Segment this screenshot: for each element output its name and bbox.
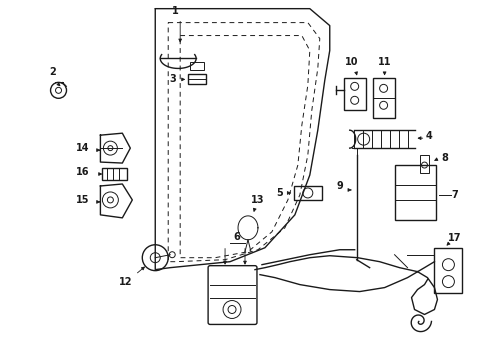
- Bar: [419, 155, 428, 173]
- Text: 4: 4: [425, 131, 432, 141]
- Text: 11: 11: [377, 58, 390, 67]
- Text: 8: 8: [440, 153, 447, 163]
- Bar: [293, 186, 321, 200]
- Text: 16: 16: [76, 167, 89, 177]
- Text: 9: 9: [336, 181, 343, 191]
- Bar: [372, 78, 394, 118]
- Text: 5: 5: [276, 188, 283, 198]
- Text: 10: 10: [344, 58, 358, 67]
- Bar: [188, 75, 205, 84]
- Bar: [343, 78, 365, 110]
- Bar: [190, 62, 203, 71]
- Bar: [433, 248, 462, 293]
- Text: 17: 17: [447, 233, 460, 243]
- Text: 13: 13: [251, 195, 264, 205]
- Text: 6: 6: [233, 232, 240, 242]
- Text: 12: 12: [119, 276, 132, 287]
- Bar: [102, 168, 127, 180]
- Text: 7: 7: [450, 190, 457, 200]
- Text: 2: 2: [49, 67, 56, 77]
- Bar: [394, 165, 436, 220]
- Text: 1: 1: [171, 6, 178, 15]
- Text: 14: 14: [76, 143, 89, 153]
- Text: 3: 3: [169, 75, 176, 84]
- Text: 15: 15: [76, 195, 89, 205]
